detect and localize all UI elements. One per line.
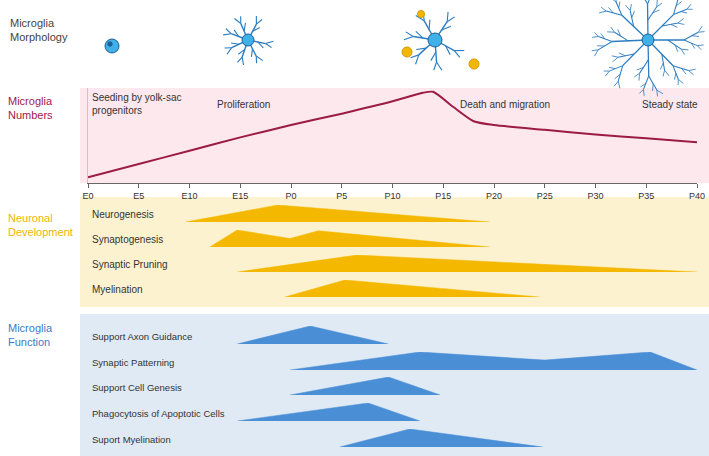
- svg-text:MicrogliaFunction: MicrogliaFunction: [8, 322, 53, 348]
- svg-text:Seeding by yolk-sacprogenitors: Seeding by yolk-sacprogenitors: [92, 92, 182, 116]
- svg-text:P10: P10: [384, 191, 400, 201]
- svg-text:NeuronalDevelopment: NeuronalDevelopment: [8, 212, 73, 238]
- svg-text:Steady state: Steady state: [642, 99, 698, 110]
- svg-text:E15: E15: [232, 191, 248, 201]
- svg-text:Suport Myelination: Suport Myelination: [92, 434, 171, 445]
- svg-text:E0: E0: [82, 191, 93, 201]
- svg-text:Support Cell Genesis: Support Cell Genesis: [92, 382, 182, 393]
- svg-text:P20: P20: [486, 191, 502, 201]
- svg-text:Myelination: Myelination: [92, 284, 143, 295]
- svg-text:Synaptic Patterning: Synaptic Patterning: [92, 357, 174, 368]
- svg-text:Support Axon Guidance: Support Axon Guidance: [92, 331, 192, 342]
- svg-text:E5: E5: [133, 191, 144, 201]
- svg-text:E10: E10: [181, 191, 197, 201]
- svg-text:P15: P15: [435, 191, 451, 201]
- svg-text:Synaptogenesis: Synaptogenesis: [92, 234, 163, 245]
- svg-text:Phagocytosis of Apoptotic Cell: Phagocytosis of Apoptotic Cells: [92, 408, 225, 419]
- svg-text:Death and migration: Death and migration: [460, 99, 550, 110]
- svg-text:Synaptic Pruning: Synaptic Pruning: [92, 259, 168, 270]
- svg-text:MicrogliaMorphology: MicrogliaMorphology: [10, 17, 68, 43]
- svg-text:P30: P30: [587, 191, 603, 201]
- svg-text:P0: P0: [285, 191, 296, 201]
- svg-text:Neurogenesis: Neurogenesis: [92, 209, 154, 220]
- svg-text:P5: P5: [336, 191, 347, 201]
- svg-text:MicrogliaNumbers: MicrogliaNumbers: [8, 95, 53, 121]
- svg-text:P40: P40: [689, 191, 705, 201]
- svg-text:Proliferation: Proliferation: [217, 99, 270, 110]
- svg-text:P35: P35: [638, 191, 654, 201]
- svg-text:P25: P25: [537, 191, 553, 201]
